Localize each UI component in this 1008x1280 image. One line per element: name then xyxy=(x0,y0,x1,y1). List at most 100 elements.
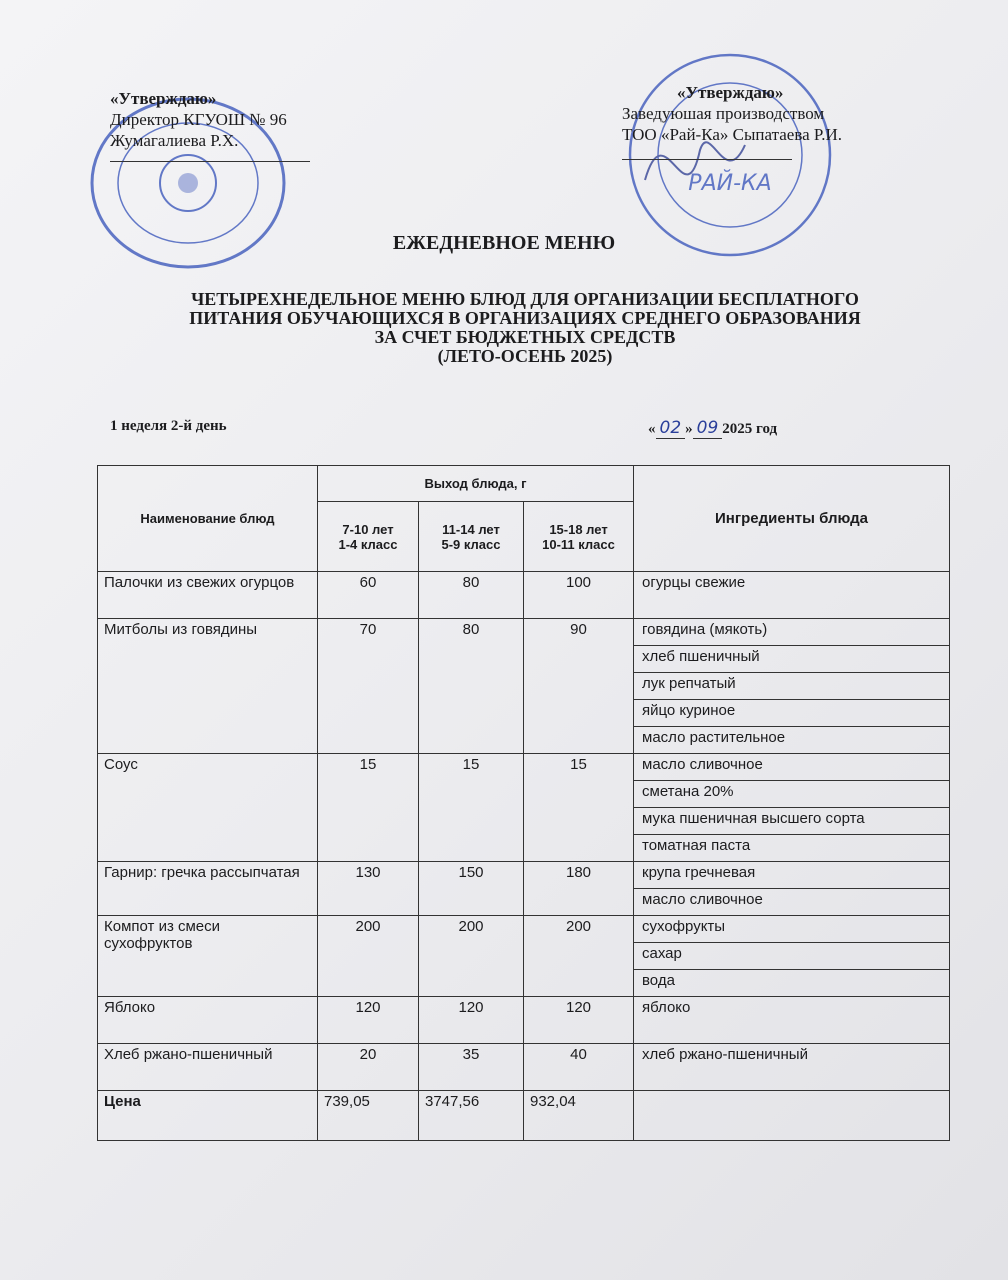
dish-name: Палочки из свежих огурцов xyxy=(97,571,318,619)
ingredient: томатная паста xyxy=(633,834,950,862)
table-row: Яблоко 120 120 120 яблоко xyxy=(97,996,950,1044)
stamp-right-text: РАЙ-КА xyxy=(688,170,771,196)
grade-range: 10-11 класс xyxy=(542,536,615,552)
table-row: Палочки из свежих огурцов 60 80 100 огурцы с… xyxy=(97,571,950,619)
dish-output: 60 xyxy=(317,571,419,619)
dish-name: Митболы из говядины xyxy=(97,618,318,754)
table-row: томатная паста xyxy=(98,834,950,862)
dish-output: 70 xyxy=(317,618,419,754)
price-label: Цена xyxy=(97,1090,318,1141)
dish-output: 80 xyxy=(418,618,524,754)
ingredient: масло сливочное xyxy=(633,888,950,916)
price-value: 3747,56 xyxy=(418,1090,524,1141)
dish-output: 200 xyxy=(523,915,634,997)
ingredient: хлеб ржано-пшеничный xyxy=(633,1043,950,1091)
approval-left-name: Жумагалиева Р.Х. xyxy=(110,131,239,150)
ingredient: масло сливочное xyxy=(633,753,950,781)
week-day: 1 неделя 2-й день xyxy=(110,418,227,434)
dish-output: 200 xyxy=(418,915,524,997)
dish-output: 130 xyxy=(317,861,419,916)
approval-left-position: Директор КГУОШ № 96 xyxy=(110,110,287,129)
age-range: 11-14 лет xyxy=(442,521,500,537)
header-ingredients: Ингредиенты блюда xyxy=(633,465,950,572)
ingredient: сметана 20% xyxy=(633,780,950,808)
dish-output: 120 xyxy=(523,996,634,1044)
menu-table: Наименование блюд Выход блюда, г Ингреди… xyxy=(97,465,950,1141)
ingredient: яблоко xyxy=(633,996,950,1044)
date-day: 02 xyxy=(655,418,686,439)
document-title: ЕЖЕДНЕВНОЕ МЕНЮ xyxy=(392,232,616,254)
ingredient: говядина (мякоть) xyxy=(633,618,950,646)
signature-line-left xyxy=(110,151,310,162)
stamp-left xyxy=(90,97,286,269)
age-range: 7-10 лет xyxy=(342,521,394,537)
date-quote: « xyxy=(648,421,656,437)
table-row: масло растительное xyxy=(98,726,950,754)
ingredient: огурцы свежие xyxy=(633,571,950,619)
table-row: Соус 15 15 15 масло сливочное xyxy=(97,753,950,862)
table-row: мука пшеничная высшего сорта xyxy=(98,807,950,835)
approval-right-name: ТОО «Рай-Ка» Сыпатаева Р.И. xyxy=(622,125,843,144)
document-subtitle: ЧЕТЫРЕХНЕДЕЛЬНОЕ МЕНЮ БЛЮД ДЛЯ ОРГАНИЗАЦ… xyxy=(60,290,990,366)
ingredient: сахар xyxy=(633,942,950,970)
date-quote: » xyxy=(685,421,693,437)
dish-name: Хлеб ржано-пшеничный xyxy=(97,1043,318,1091)
dish-output: 35 xyxy=(418,1043,524,1091)
grade-range: 1-4 класс xyxy=(338,536,398,552)
dish-output: 180 xyxy=(523,861,634,916)
subtitle-line: ЧЕТЫРЕХНЕДЕЛЬНОЕ МЕНЮ БЛЮД ДЛЯ ОРГАНИЗАЦ… xyxy=(191,289,859,309)
ingredient: хлеб пшеничный xyxy=(633,645,950,673)
dish-name: Гарнир: гречка рассыпчатая xyxy=(97,861,318,916)
date-month: 09 xyxy=(692,418,723,439)
ingredient: лук репчатый xyxy=(633,672,950,700)
subtitle-line: ЗА СЧЕТ БЮДЖЕТНЫХ СРЕДСТВ xyxy=(374,327,676,347)
dish-output: 20 xyxy=(317,1043,419,1091)
header-age: 11-14 лет 5-9 класс xyxy=(418,501,524,572)
price-value: 739,05 xyxy=(317,1090,419,1141)
price-empty xyxy=(633,1090,950,1141)
price-row: Цена 739,05 3747,56 932,04 xyxy=(97,1090,950,1141)
price-value: 932,04 xyxy=(523,1090,634,1141)
date: «02» 09 2025 год xyxy=(648,418,778,439)
dish-output: 120 xyxy=(317,996,419,1044)
ingredient: мука пшеничная высшего сорта xyxy=(633,807,950,835)
signature-line-right xyxy=(622,145,792,160)
header-name: Наименование блюд xyxy=(97,465,318,572)
header-output: Выход блюда, г xyxy=(317,465,634,502)
approval-left-title: «Утверждаю» xyxy=(110,89,217,108)
dish-output: 100 xyxy=(523,571,634,619)
table-row: Гарнир: гречка рассыпчатая 130 150 180 крупа… xyxy=(97,861,950,916)
age-range: 15-18 лет xyxy=(549,521,608,537)
table-row: Митболы из говядины 70 80 90 говядина (мякот… xyxy=(97,618,950,754)
ingredient: сухофрукты xyxy=(633,915,950,943)
dish-output: 15 xyxy=(317,753,419,862)
dish-name: Компот из смеси сухофруктов xyxy=(97,915,318,997)
date-year: 2025 год xyxy=(722,421,778,437)
table-row: хлеб пшеничный xyxy=(98,645,950,673)
dish-output: 90 xyxy=(523,618,634,754)
ingredient: крупа гречневая xyxy=(633,861,950,889)
approval-right-position: Заведуюшая производством xyxy=(622,104,825,123)
approval-right-title: «Утверждаю» xyxy=(677,83,784,102)
dish-output: 40 xyxy=(523,1043,634,1091)
dish-output: 120 xyxy=(418,996,524,1044)
ingredient: масло растительное xyxy=(633,726,950,754)
dish-name: Яблоко xyxy=(97,996,318,1044)
dish-output: 15 xyxy=(418,753,524,862)
grade-range: 5-9 класс xyxy=(441,536,501,552)
ingredient: вода xyxy=(633,969,950,997)
table-row: Хлеб ржано-пшеничный 20 35 40 хлеб ржано-пше… xyxy=(97,1043,950,1091)
stamp-right: РАЙ-КА xyxy=(628,53,832,257)
dish-output: 150 xyxy=(418,861,524,916)
dish-name: Соус xyxy=(97,753,318,862)
table-row: масло сливочное xyxy=(98,888,950,916)
table-row: Компот из смеси сухофруктов 200 200 200 сухо… xyxy=(97,915,950,997)
approval-right: «Утверждаю» Заведуюшая производством ТОО… xyxy=(622,82,842,160)
header-age: 15-18 лет 10-11 класс xyxy=(523,501,634,572)
subtitle-line: (ЛЕТО-ОСЕНЬ 2025) xyxy=(437,346,613,366)
signature xyxy=(644,141,746,181)
table-row: яйцо куриное xyxy=(98,699,950,727)
subtitle-line: ПИТАНИЯ ОБУЧАЮЩИХСЯ В ОРГАНИЗАЦИЯХ СРЕДН… xyxy=(189,308,861,328)
table-row: сметана 20% xyxy=(98,780,950,808)
dish-output: 200 xyxy=(317,915,419,997)
